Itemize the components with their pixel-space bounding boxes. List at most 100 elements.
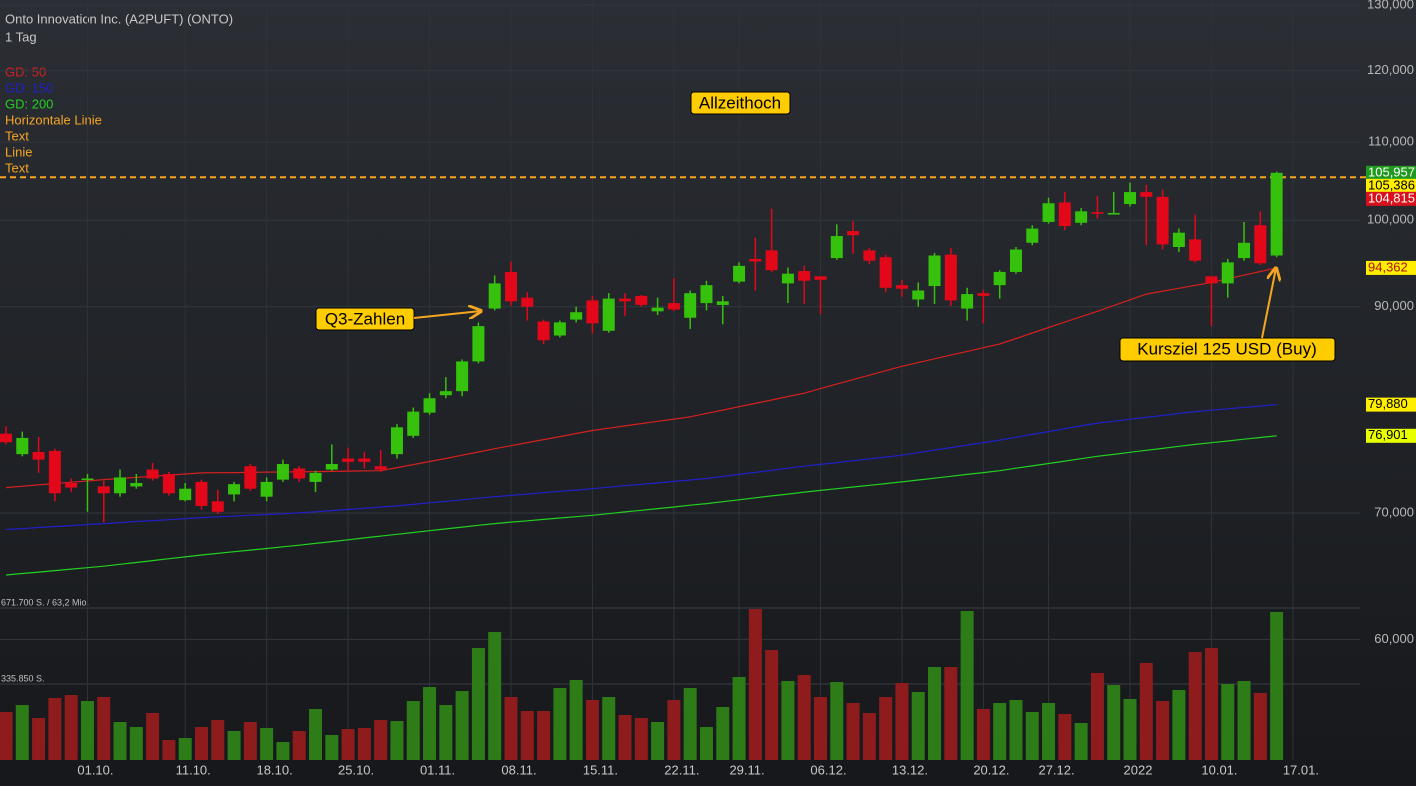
candle-body <box>977 293 990 296</box>
volume-bar <box>309 708 323 760</box>
x-tick-label: 27.12. <box>1038 762 1074 777</box>
x-tick-label: 25.10. <box>338 762 374 777</box>
volume-bar <box>211 719 225 760</box>
candle-body <box>48 450 61 494</box>
candle-body <box>667 303 680 310</box>
volume-bar <box>716 707 730 760</box>
candle-body <box>928 255 941 287</box>
volume-bar <box>830 681 844 760</box>
candle-body <box>944 254 957 301</box>
annotations: Allzeithoch Q3-Zahlen Kursziel 125 USD (… <box>315 91 1336 362</box>
candle-body <box>993 271 1006 286</box>
volume-bar <box>32 718 46 760</box>
candle-body <box>97 486 110 494</box>
candle-body <box>456 361 469 392</box>
volume-bar <box>1042 702 1056 760</box>
candle-body <box>32 451 45 460</box>
volume-bar <box>178 738 192 760</box>
volume-bar <box>227 730 241 760</box>
candle-body <box>1042 203 1055 222</box>
candle-body <box>195 481 208 506</box>
candle-body <box>342 458 355 462</box>
volume-bar <box>341 728 355 760</box>
candle-body <box>423 398 436 413</box>
y-tick-label: 70,000 <box>1374 504 1414 519</box>
volume-bar <box>162 739 176 760</box>
x-tick-label: 01.10. <box>77 762 113 777</box>
volume-bar <box>667 700 681 760</box>
y-tick-label: 120,000 <box>1367 62 1414 77</box>
volume-bar <box>781 681 795 760</box>
volume-bar <box>129 727 143 760</box>
volume-bar <box>292 730 306 760</box>
volume-bar <box>1253 692 1267 760</box>
volume-bar <box>1156 701 1170 760</box>
candle-body <box>912 290 925 300</box>
volume-bar <box>276 742 290 760</box>
volume-bar <box>1123 698 1137 760</box>
candle-body <box>1124 192 1137 205</box>
legend-entry: GD: 50 <box>5 64 46 79</box>
volume-bar <box>0 712 13 760</box>
x-tick-label: 11.10. <box>176 762 211 777</box>
x-tick-label: 15.11. <box>583 762 618 777</box>
volume-bar <box>1221 684 1235 760</box>
volume-bar <box>879 697 893 760</box>
volume-bar <box>651 722 665 760</box>
volume-bar <box>374 719 388 760</box>
price-label-box <box>1366 191 1416 206</box>
volume-bar <box>585 700 599 760</box>
volume-bar <box>1204 648 1218 760</box>
candle-body <box>961 294 974 309</box>
legend-entry: Linie <box>5 144 32 159</box>
candle-body <box>358 458 371 462</box>
candle-body <box>863 250 876 261</box>
volume-bar <box>471 648 485 760</box>
x-tick-label: 22.11. <box>664 762 699 777</box>
candle-body <box>798 271 811 281</box>
volume-bar <box>797 675 811 760</box>
volume-bar <box>15 705 29 760</box>
price-label: 105,386 <box>1368 177 1415 192</box>
volume-bar <box>911 691 925 760</box>
candle-body <box>651 307 664 312</box>
volume-bar <box>390 721 404 760</box>
candle-body <box>635 295 648 305</box>
candle-body <box>716 301 729 305</box>
volume-bar <box>504 697 518 760</box>
annotation: Kursziel 125 USD (Buy) <box>1137 339 1317 358</box>
candle-body <box>0 433 12 443</box>
candle-body <box>814 276 827 280</box>
volume-bar <box>634 718 648 760</box>
candle-body <box>1172 232 1185 247</box>
candle-body <box>16 437 29 455</box>
candle-body <box>325 464 338 470</box>
candle-body <box>228 484 241 495</box>
x-tick-label: 10.01. <box>1201 762 1237 777</box>
legend-entry: Text <box>5 160 29 175</box>
volume-bar <box>960 611 974 760</box>
volume-bar <box>993 702 1007 760</box>
y-tick-label: 90,000 <box>1374 298 1414 313</box>
volume-bar <box>520 711 534 760</box>
x-tick-label: 01.11. <box>420 762 455 777</box>
candle-body <box>749 258 762 262</box>
moving-average-line <box>5 267 1277 489</box>
y-tick-label: 110,000 <box>1368 134 1414 149</box>
volume-bar <box>862 712 876 760</box>
x-tick-label: 29.11. <box>729 762 764 777</box>
candle-body <box>374 466 387 470</box>
x-tick-label: 18.10. <box>257 762 293 777</box>
volume-bar <box>537 711 551 760</box>
volume-bar <box>748 608 762 760</box>
price-label: 105,957 <box>1368 164 1415 179</box>
volume-bar <box>602 697 616 760</box>
annotation-box <box>315 307 415 331</box>
volume-bar <box>846 702 860 760</box>
candle-body <box>162 474 175 494</box>
candle-body <box>1107 212 1120 215</box>
y-tick-label: 60,000 <box>1374 631 1414 646</box>
candle-body <box>146 469 159 479</box>
chart-title: Onto Innovation Inc. (A2PUFT) (ONTO) <box>5 11 233 26</box>
